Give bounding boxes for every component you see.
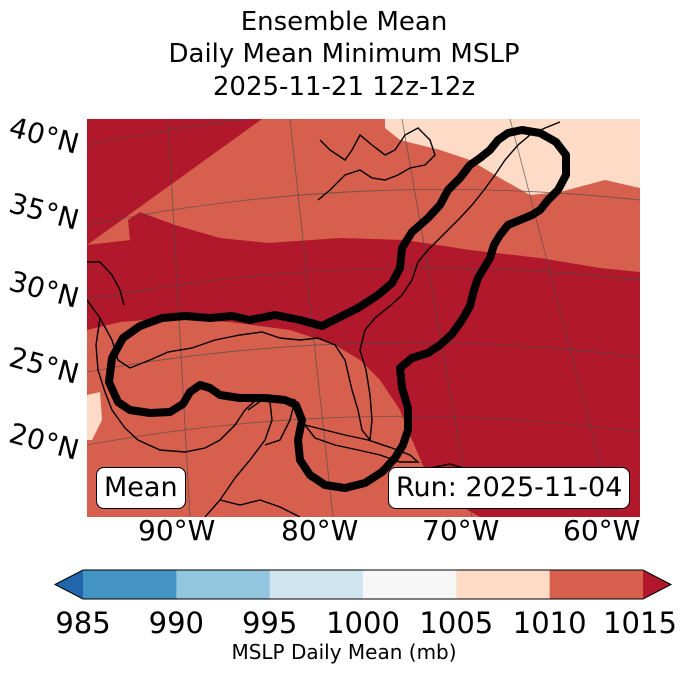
- colorbar-outline: [53, 569, 673, 600]
- parallel-40n: [87, 119, 252, 146]
- colorbar-tick-label: 1005: [419, 606, 494, 640]
- fill-1005-1010-west: [87, 392, 102, 440]
- colorbar-label: MSLP Daily Mean (mb): [231, 640, 457, 664]
- colorbar-segment: [456, 570, 551, 599]
- run-date-box: Run: 2025-11-04: [388, 467, 631, 509]
- colorbar-segment: [269, 570, 364, 599]
- lon-label-60w: 60°W: [563, 514, 641, 547]
- colorbar-tick-label: 985: [55, 606, 111, 640]
- border-us-mexico: [87, 261, 125, 306]
- parallel-30n: [87, 267, 640, 301]
- colorbar-tick-label: 1000: [326, 606, 400, 640]
- graticule: [87, 119, 640, 517]
- parallel-35n: [87, 189, 640, 226]
- coastline-great-lakes: [317, 127, 436, 201]
- title-line-3: 2025-11-21 12z-12z: [212, 72, 476, 102]
- meridian-80w: [289, 119, 334, 517]
- fill-1005-1010-northeast: [385, 119, 640, 195]
- title-line-1: Ensemble Mean: [240, 7, 448, 37]
- colorbar-segment: [176, 570, 271, 599]
- colorbar-extend-high: [643, 570, 671, 599]
- meridian-60w: [509, 119, 615, 517]
- lon-label-90w: 90°W: [138, 514, 216, 547]
- title-line-2: Daily Mean Minimum MSLP: [168, 39, 520, 69]
- colorbar-tick-label: 990: [148, 606, 205, 640]
- lon-label-70w: 70°W: [422, 514, 500, 547]
- mean-label-box: Mean: [96, 467, 186, 509]
- coastline-central-america: [219, 499, 301, 517]
- colorbar-segment: [363, 570, 457, 599]
- colorbar-tick-label: 995: [241, 606, 298, 640]
- coastline-cuba: [303, 423, 420, 463]
- colorbar-tick-label: 1015: [603, 606, 677, 640]
- coastline-gulf: [87, 121, 561, 442]
- colorbar: [53, 569, 673, 600]
- colorbar-segment: [83, 570, 177, 599]
- colorbar-tick-label: 1010: [512, 606, 587, 640]
- lon-label-80w: 80°W: [281, 514, 359, 547]
- mslp-contour: [105, 126, 570, 492]
- coastline-mexico: [95, 317, 273, 517]
- colorbar-segment: [549, 570, 644, 599]
- mslp-map: [87, 119, 640, 517]
- parallel-20n: [87, 415, 640, 446]
- colorbar-extend-low: [55, 570, 83, 599]
- meridian-70w: [401, 119, 473, 517]
